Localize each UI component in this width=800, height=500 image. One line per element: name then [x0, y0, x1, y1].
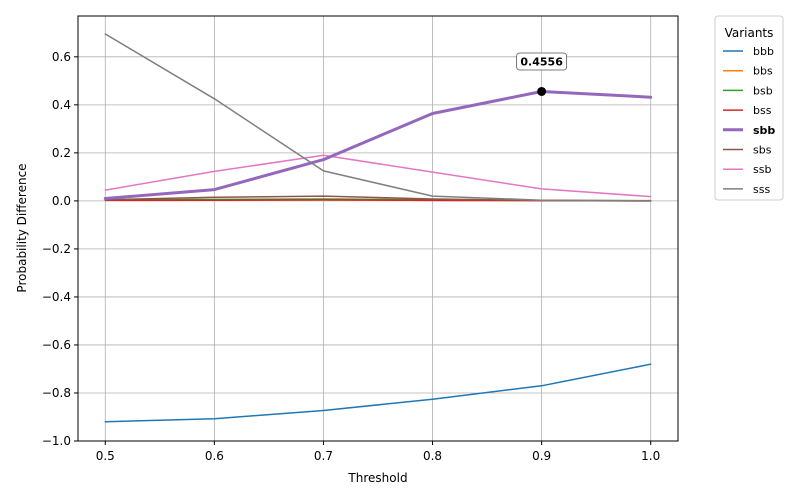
annotation-label: 0.4556	[520, 55, 563, 68]
axis-ticks: 0.5 0.6 0.7 0.8 0.9 1.0 0.6 0.4 0.2 0.0 −0.2 −0.4 −0…	[42, 50, 660, 463]
legend-label-bbb: bbb	[753, 45, 774, 58]
series-lines	[103, 33, 653, 423]
legend-items: bbb bbs bsb bss sbb sbs ssb sss	[723, 45, 775, 196]
legend-title: Variants	[725, 26, 774, 40]
x-axis-label: Threshold	[347, 471, 407, 485]
series-line-sss	[104, 33, 652, 202]
plot-frame	[77, 15, 679, 442]
y-tick-label: −0.8	[42, 386, 71, 400]
annotation-box	[516, 52, 568, 71]
x-tick-label: 0.6	[205, 449, 224, 463]
y-tick-label: 0.0	[52, 194, 71, 208]
y-tick-label: −1.0	[42, 434, 71, 448]
x-tick-label: 0.7	[314, 449, 333, 463]
legend-label-sbs: sbs	[753, 144, 772, 157]
x-tick-label: 1.0	[641, 449, 660, 463]
grid	[78, 16, 678, 442]
legend-label-bsb: bsb	[753, 84, 773, 97]
legend: Variants bbb bbs bsb bss sbb sbs ssb sss	[714, 15, 784, 201]
y-tick-label: 0.6	[52, 50, 71, 64]
legend-label-ssb: ssb	[753, 163, 771, 176]
y-axis-label: Probability Difference	[15, 163, 29, 292]
y-tick-label: −0.2	[42, 242, 71, 256]
legend-frame	[714, 15, 784, 201]
series-line-sbb	[103, 90, 653, 200]
y-tick-label: 0.2	[52, 146, 71, 160]
legend-label-sbb: sbb	[753, 124, 775, 137]
legend-label-bss: bss	[753, 104, 772, 117]
x-tick-label: 0.5	[96, 449, 115, 463]
legend-label-bbs: bbs	[753, 65, 773, 78]
x-tick-label: 0.9	[532, 449, 551, 463]
y-tick-label: 0.4	[52, 98, 71, 112]
annotation-marker	[537, 86, 547, 96]
series-line-ssb	[104, 154, 652, 198]
x-tick-label: 0.8	[423, 449, 442, 463]
y-tick-label: −0.4	[42, 290, 71, 304]
annotation: 0.4556	[516, 52, 568, 96]
series-line-bbb	[104, 363, 652, 423]
legend-label-sss: sss	[753, 183, 770, 196]
y-tick-label: −0.6	[42, 338, 71, 352]
